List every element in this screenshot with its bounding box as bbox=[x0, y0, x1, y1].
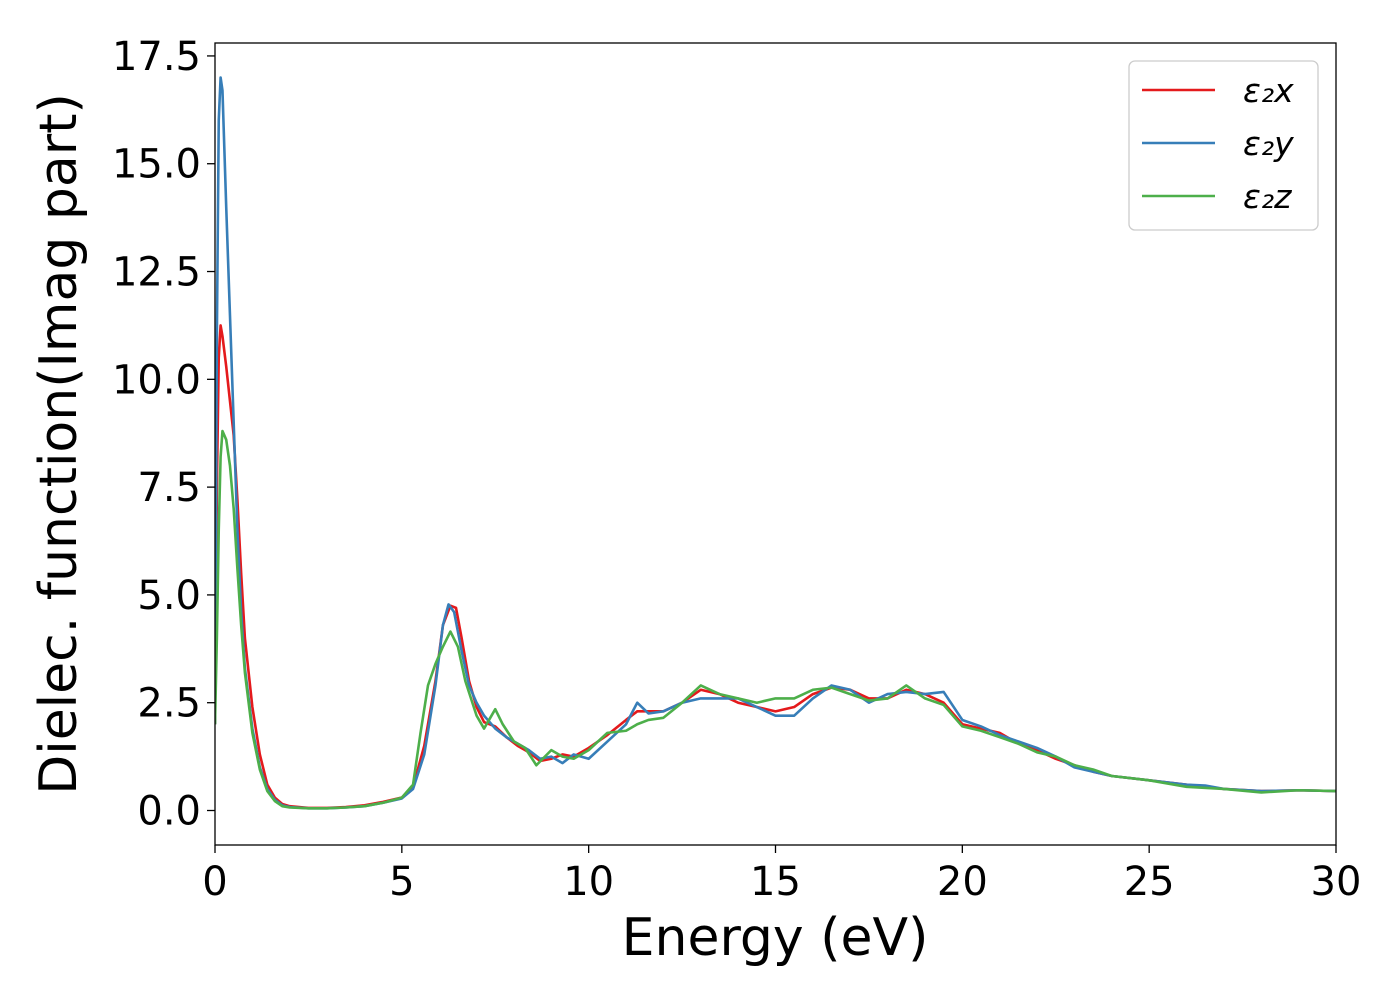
y-tick-label: 0.0 bbox=[137, 789, 201, 835]
y-tick-label: 5.0 bbox=[137, 573, 201, 619]
y-tick-label: 2.5 bbox=[137, 681, 201, 727]
legend-box bbox=[1128, 60, 1319, 231]
y-tick-label: 12.5 bbox=[112, 250, 201, 296]
x-axis: 0 5 10 15 20 25 30 bbox=[202, 845, 1361, 905]
x-tick-label: 25 bbox=[1124, 859, 1175, 905]
x-tick-label: 10 bbox=[563, 859, 614, 905]
legend-label-3: ε₂z bbox=[1243, 177, 1292, 216]
x-tick-label: 20 bbox=[937, 859, 988, 905]
x-tick-label: 5 bbox=[389, 859, 414, 905]
legend-label-1: ε₂x bbox=[1243, 71, 1294, 110]
legend: ε₂x ε₂y ε₂z bbox=[1128, 60, 1319, 231]
y-tick-label: 15.0 bbox=[112, 142, 201, 188]
series-line-3 bbox=[215, 429, 1336, 810]
x-tick-label: 30 bbox=[1311, 859, 1362, 905]
series-layer bbox=[215, 76, 1336, 810]
y-axis: 0.0 2.5 5.0 7.5 10.0 12.5 15.0 17.5 bbox=[112, 34, 215, 835]
x-axis-title: Energy (eV) bbox=[622, 908, 929, 968]
y-tick-label: 17.5 bbox=[112, 34, 201, 80]
x-tick-label: 15 bbox=[750, 859, 801, 905]
y-tick-label: 10.0 bbox=[112, 357, 201, 403]
series-line-1 bbox=[215, 324, 1336, 810]
x-tick-label: 0 bbox=[202, 859, 227, 905]
y-axis-title: Dielec. function(Imag part) bbox=[29, 93, 89, 795]
legend-label-2: ε₂y bbox=[1243, 124, 1294, 163]
y-tick-label: 7.5 bbox=[137, 465, 201, 511]
